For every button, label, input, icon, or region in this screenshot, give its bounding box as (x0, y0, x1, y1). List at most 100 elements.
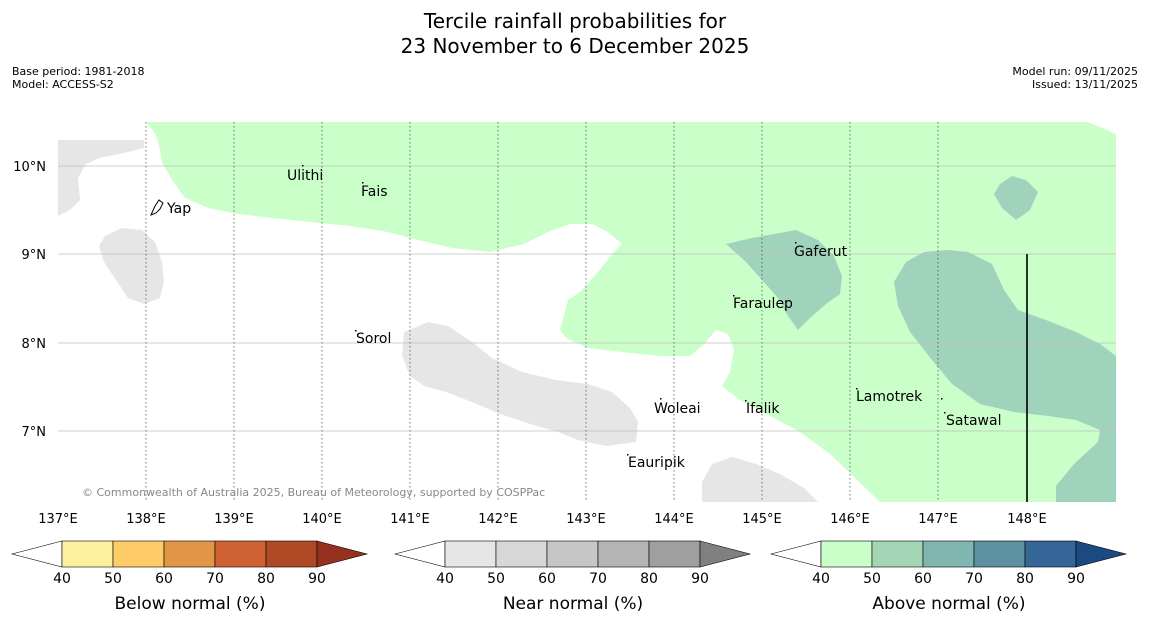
lon-label-141e: 141°E (390, 512, 430, 527)
colorbar-above-normal: 40 50 60 70 80 90 Above normal (%) (769, 540, 1128, 614)
lon-label-144e: 144°E (654, 512, 694, 527)
base-period-text: Base period: 1981-2018 (12, 65, 145, 78)
meta-right: Model run: 09/11/2025 Issued: 13/11/2025 (1012, 65, 1138, 91)
colorbar-near-tick-90: 90 (691, 571, 709, 587)
place-markers (302, 165, 946, 456)
colorbar-near-normal: 40 50 60 70 80 90 Near normal (%) (393, 540, 752, 614)
lon-label-145e: 145°E (742, 512, 782, 527)
model-name-text: Model: ACCESS-S2 (12, 78, 114, 91)
place-label-ulithi: Ulithi (287, 168, 323, 184)
colorbar-above-under-arrow (769, 540, 822, 568)
lat-label-10n: 10°N (13, 160, 46, 175)
place-label-eauripik: Eauripik (628, 455, 686, 471)
lon-label-146e: 146°E (830, 512, 870, 527)
above-normal-region-east (894, 250, 1116, 502)
colorbar-below-tick-60: 60 (155, 571, 173, 587)
above-normal-region-northeast (994, 176, 1038, 220)
colorbar-above-segment-60-70 (922, 540, 975, 568)
place-marker-lamotrek-east (941, 398, 943, 400)
yap-island-outline (150, 199, 164, 216)
colorbar-above-segment-50-60 (871, 540, 924, 568)
colorbar-near-segment-70-80 (597, 540, 650, 568)
place-labels: Ulithi Fais Yap Gaferut Faraulep Sorol L… (166, 168, 1001, 471)
lon-gridlines (145, 122, 939, 502)
colorbar-above-tick-50: 50 (863, 571, 881, 587)
colorbar-near-tick-60: 60 (538, 571, 556, 587)
colorbar-above-segment-40-50 (820, 540, 873, 568)
place-label-yap: Yap (166, 201, 191, 217)
meta-left: Base period: 1981-2018 Model: ACCESS-S2 (12, 65, 144, 91)
place-marker-ifalik (745, 400, 747, 402)
lon-label-137e: 137°E (38, 512, 78, 527)
colorbar-above-over-arrow (1075, 540, 1128, 568)
place-label-fais: Fais (361, 184, 388, 200)
colorbar-near-tick-40: 40 (436, 571, 454, 587)
lon-label-140e: 140°E (302, 512, 342, 527)
colorbar-near-segment-60-70 (546, 540, 599, 568)
near-normal-region-west (99, 228, 164, 304)
colorbar-above-tick-90: 90 (1067, 571, 1085, 587)
lon-label-148e: 148°E (1007, 512, 1047, 527)
colorbar-near-label: Near normal (%) (503, 594, 643, 614)
lon-label-142e: 142°E (478, 512, 518, 527)
lon-label-139e: 139°E (214, 512, 254, 527)
place-label-gaferut: Gaferut (794, 244, 848, 260)
colorbar-below-segment-50-60 (112, 540, 165, 568)
place-marker-satawal (944, 412, 946, 414)
lat-label-9n: 9°N (22, 248, 47, 263)
place-marker-lamotrek (856, 388, 858, 390)
colorbar-above-tick-80: 80 (1016, 571, 1034, 587)
above-normal-region-gaferut (726, 230, 842, 330)
place-marker-fais (362, 182, 364, 184)
place-marker-gaferut (795, 242, 797, 244)
colorbar-below-tick-50: 50 (104, 571, 122, 587)
colorbar-below-under-arrow (10, 540, 63, 568)
colorbar-below-tick-90: 90 (308, 571, 326, 587)
place-marker-woleai (660, 398, 662, 400)
lon-axis-labels: 137°E 138°E 139°E 140°E 141°E 142°E 143°… (38, 512, 1047, 527)
place-label-sorol: Sorol (356, 331, 391, 347)
colorbar-near-segment-80-90 (648, 540, 701, 568)
colorbar-above-segment-70-80 (973, 540, 1026, 568)
title-line-2: 23 November to 6 December 2025 (400, 34, 750, 58)
colorbar-near-tick-50: 50 (487, 571, 505, 587)
issued-date-text: Issued: 13/11/2025 (1031, 78, 1138, 91)
title-line-1: Tercile rainfall probabilities for (423, 9, 727, 33)
colorbar-below-segment-80-90 (265, 540, 318, 568)
lon-label-143e: 143°E (566, 512, 606, 527)
colorbar-above-tick-70: 70 (965, 571, 983, 587)
colorbar-below-segment-70-80 (214, 540, 267, 568)
colorbar-near-segment-50-60 (495, 540, 548, 568)
colorbar-above-tick-40: 40 (812, 571, 830, 587)
colorbar-below-tick-80: 80 (257, 571, 275, 587)
place-label-satawal: Satawal (946, 413, 1001, 429)
colorbar-above-tick-60: 60 (914, 571, 932, 587)
lon-label-147e: 147°E (918, 512, 958, 527)
colorbar-below-over-arrow (316, 540, 369, 568)
colorbar-below-normal: 40 50 60 70 80 90 Below normal (%) (10, 540, 369, 614)
near-normal-region-northwest (58, 140, 144, 216)
place-label-faraulep: Faraulep (733, 296, 793, 312)
colorbar-near-tick-80: 80 (640, 571, 658, 587)
map-panel: Ulithi Fais Yap Gaferut Faraulep Sorol L… (58, 122, 1116, 502)
colorbar-below-segment-60-70 (163, 540, 216, 568)
colorbar-below-segment-40-50 (61, 540, 114, 568)
colorbar-below-label: Below normal (%) (115, 594, 266, 614)
colorbar-below-tick-70: 70 (206, 571, 224, 587)
colorbar-above-segment-80-90 (1024, 540, 1077, 568)
place-label-lamotrek: Lamotrek (856, 389, 923, 405)
colorbar-near-segment-40-50 (444, 540, 497, 568)
colorbar-near-under-arrow (393, 540, 446, 568)
model-run-text: Model run: 09/11/2025 (1012, 65, 1138, 78)
place-marker-eauripik (627, 454, 629, 456)
colorbar-near-tick-70: 70 (589, 571, 607, 587)
near-normal-region-central (402, 322, 638, 446)
copyright-notice: © Commonwealth of Australia 2025, Bureau… (82, 486, 545, 499)
lat-label-7n: 7°N (22, 425, 47, 440)
lon-label-138e: 138°E (126, 512, 166, 527)
place-marker-faraulep (733, 295, 735, 297)
place-marker-sorol (355, 330, 357, 332)
colorbar-above-label: Above normal (%) (872, 594, 1025, 614)
colorbar-below-tick-40: 40 (53, 571, 71, 587)
